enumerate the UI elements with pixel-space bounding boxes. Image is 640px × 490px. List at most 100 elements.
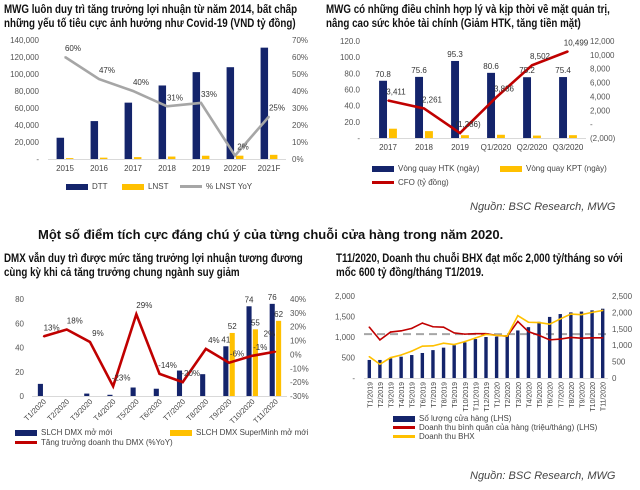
c4-right-tick: 500 (612, 358, 626, 367)
legend-label: CFO (tỷ đồng) (398, 178, 449, 187)
c4-line-point (432, 325, 434, 328)
c4-line-point (570, 313, 572, 315)
c4-line-point (400, 354, 402, 356)
c4-bar-0 (526, 327, 531, 378)
c2-left-tick: 20.0 (344, 118, 360, 127)
legend-label: DTT (92, 182, 108, 191)
c4-bar-0 (505, 334, 509, 378)
c1-line-label: 2% (237, 143, 249, 152)
c2-left-tick: 40.0 (344, 102, 360, 111)
c1-category-label: 2017 (124, 164, 142, 173)
source-note-bottom: Nguồn: BSC Research, MWG (470, 470, 616, 482)
c3-line-point (205, 348, 207, 350)
c2-bar-1 (496, 134, 505, 138)
legend-label: SLCH DMX mở mới (41, 428, 113, 437)
c4-line-point (538, 321, 540, 324)
c4-line-point (368, 355, 371, 358)
chart4-title: T11/2020, Doanh thu chuỗi BHX đạt mốc 2,… (336, 253, 623, 279)
c3-left-tick: 80 (15, 295, 24, 304)
c4-line-point (379, 339, 381, 341)
c2-right-tick: 2,000 (590, 106, 611, 115)
c1-line-label: 25% (269, 104, 285, 113)
c1-legend-item: LNST (122, 182, 168, 191)
c4-line-point (495, 334, 498, 337)
c2-line-label: 3,836 (494, 85, 515, 94)
c4-bar-0 (473, 339, 478, 378)
c1-bar-1 (269, 154, 278, 159)
c3-line-point (65, 328, 68, 331)
c4-line-point (517, 314, 519, 317)
c1-line-point (166, 105, 168, 108)
c4-category-label: T1/2019 (367, 382, 374, 408)
c2-bar-label: 95.3 (447, 50, 463, 59)
c1-category-label: 2021F (258, 164, 281, 173)
c3-line-label: -23% (112, 373, 131, 382)
c3-left-tick: 60 (15, 319, 24, 328)
c3-bar-0 (37, 383, 43, 396)
c1-line-point (200, 102, 202, 104)
c4-category-label: T11/2020 (601, 382, 608, 411)
c4-line-point (400, 330, 402, 332)
c4-category-label: T10/2019 (463, 382, 470, 412)
c1-right-tick: 0% (292, 155, 304, 164)
c1-bar-1 (133, 157, 142, 159)
c3-right-tick: -10% (290, 364, 309, 373)
c2-category-label: 2019 (451, 143, 469, 152)
c4-legend-item: Số lượng cửa hàng (LHS) (393, 414, 511, 423)
c1-bar-0 (226, 67, 235, 159)
c3-line-point (158, 373, 161, 375)
c1-left-tick: 60,000 (15, 104, 40, 113)
c1-line-point (98, 78, 100, 80)
c4-line-point (421, 345, 424, 347)
c4-bar-0 (410, 355, 414, 378)
c4-bar-0 (494, 336, 499, 378)
c4-bar-0 (431, 350, 435, 378)
c1-right-tick: 30% (292, 104, 308, 113)
c3-line-point (135, 313, 138, 316)
c2-left-tick: 120.0 (340, 37, 361, 46)
c3-right-tick: -20% (290, 378, 309, 387)
c1-legend-item: % LNST YoY (180, 182, 252, 191)
c3-bar-0 (153, 388, 159, 396)
c4-line-point (389, 331, 392, 333)
c1-line-label: 47% (99, 66, 115, 75)
c4-line-point (463, 333, 466, 335)
legend-label: Tăng trưởng doanh thu DMX (%YoY) (41, 438, 173, 447)
c4-left-tick: 1,000 (335, 333, 356, 342)
c3-category-label: T3/2020 (69, 397, 95, 423)
c1-category-label: 2020F (224, 164, 247, 173)
c4-line-point (506, 335, 509, 337)
c4-bar-0 (484, 337, 488, 378)
c2-bar-label: 80.6 (483, 62, 499, 71)
c4-category-label: T2/2020 (505, 382, 512, 408)
c1-line-label: 31% (167, 93, 183, 102)
c1-line-label: 40% (133, 78, 149, 87)
c3-line-label: 13% (44, 323, 60, 332)
c2-line-point (495, 96, 497, 99)
c3-left-tick: 0 (20, 392, 25, 401)
c2-line-point (459, 132, 461, 134)
c3-right-tick: 20% (290, 323, 306, 332)
c4-bar-0 (441, 347, 446, 378)
c3-bar-0 (107, 394, 113, 396)
c3-right-tick: 40% (290, 295, 306, 304)
c2-legend-item: Vòng quay KPT (ngày) (500, 164, 607, 173)
c3-bar-0 (223, 346, 229, 396)
legend-swatch (66, 183, 88, 190)
c1-legend-item: DTT (66, 182, 108, 191)
c4-right-tick: 2,500 (612, 292, 633, 301)
c3-bar-label: 41 (221, 335, 230, 344)
c2-left-tick: 80.0 (344, 69, 360, 78)
chart3-title: DMX vẫn duy trì được mức tăng trưởng lợi… (4, 253, 303, 279)
c1-right-tick: 10% (292, 138, 308, 147)
legend-swatch (372, 165, 394, 172)
c4-category-label: T3/2020 (516, 382, 523, 408)
c4-category-label: T2/2019 (378, 382, 385, 408)
c2-line-label: (1,286) (455, 120, 481, 129)
c3-category-label: T4/2020 (92, 397, 118, 423)
c4-bar-0 (399, 356, 403, 378)
c1-bar-0 (56, 137, 65, 159)
c4-bar-0 (600, 308, 605, 378)
c4-category-label: T9/2019 (452, 382, 459, 408)
c4-right-tick: 2,000 (612, 308, 633, 317)
